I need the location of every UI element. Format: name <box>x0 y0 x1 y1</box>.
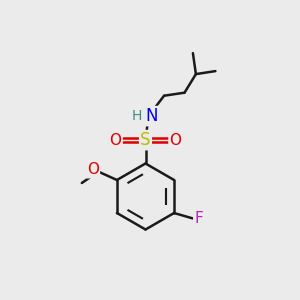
Text: O: O <box>110 133 122 148</box>
Text: H: H <box>132 109 142 122</box>
Text: S: S <box>140 131 151 149</box>
Text: F: F <box>194 211 203 226</box>
Text: O: O <box>87 162 99 177</box>
Text: N: N <box>146 107 158 125</box>
Text: O: O <box>169 133 181 148</box>
